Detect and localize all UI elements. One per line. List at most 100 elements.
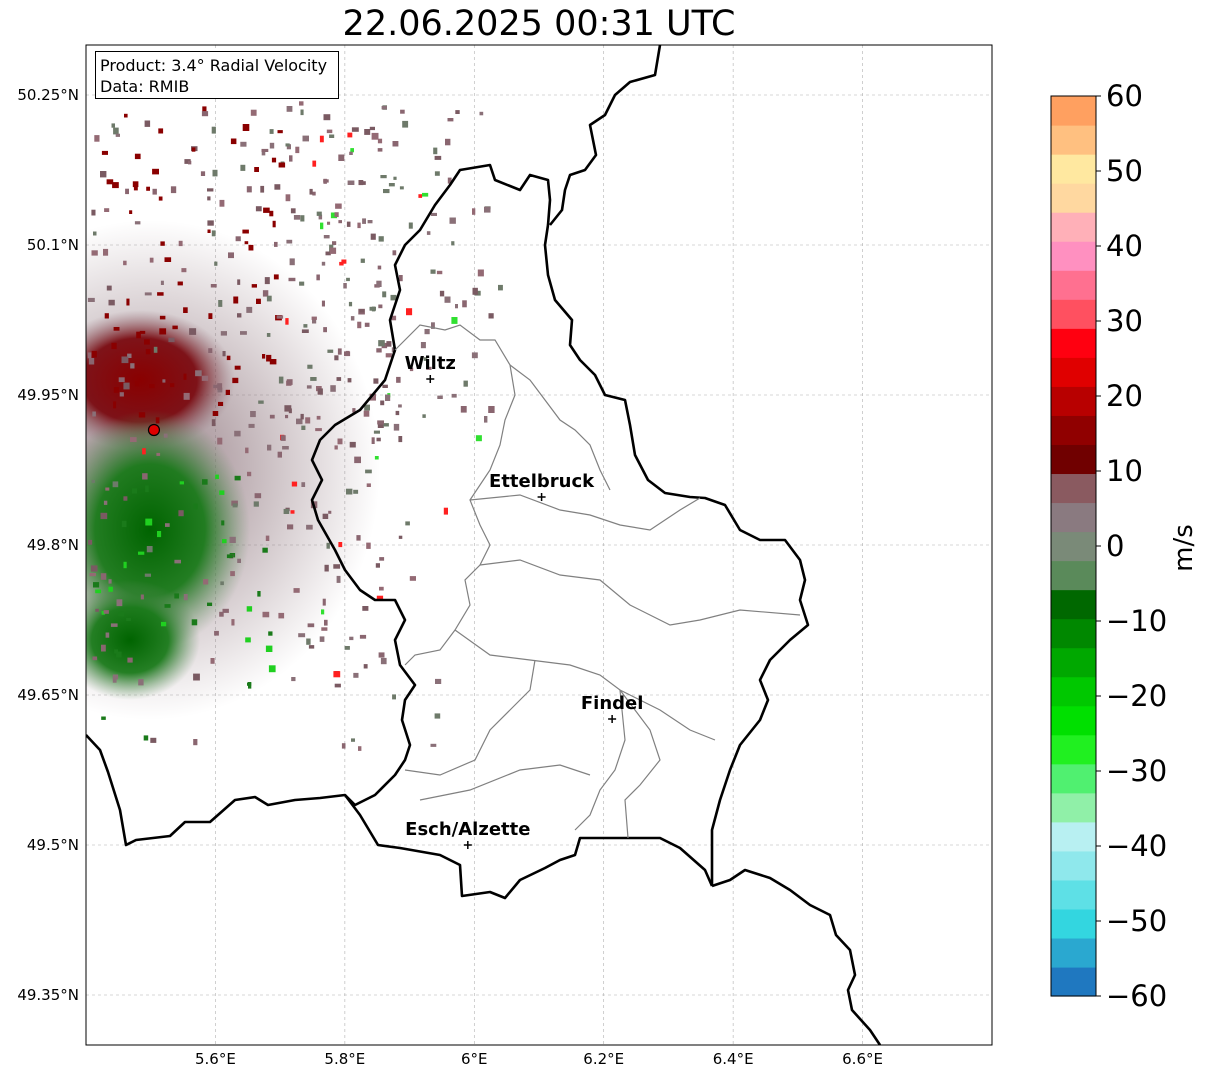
echo-pixel: [307, 623, 315, 628]
echo-pixel: [145, 485, 149, 493]
echo-pixel: [156, 452, 161, 456]
echo-pixel: [188, 160, 192, 165]
echo-pixel: [110, 623, 118, 627]
echo-pixel: [183, 307, 188, 313]
echo-pixel: [362, 606, 369, 611]
echo-pixel: [277, 130, 283, 134]
echo-pixel: [306, 638, 311, 645]
echo-pixel: [341, 743, 346, 749]
echo-pixel: [133, 186, 138, 191]
echo-pixel: [300, 215, 305, 222]
echo-pixel: [130, 363, 135, 369]
echo-pixel: [246, 306, 253, 313]
echo-pixel: [377, 421, 384, 428]
echo-pixel: [155, 417, 160, 424]
echo-pixel: [377, 265, 382, 270]
echo-pixel: [326, 542, 330, 549]
echo-pixel: [451, 241, 455, 246]
echo-pixel: [334, 355, 339, 361]
echo-pixel: [341, 259, 347, 264]
border-belgium-germany: [548, 45, 662, 226]
echo-pixel: [322, 598, 326, 606]
echo-pixel: [144, 339, 150, 345]
echo-pixel: [152, 168, 159, 175]
echo-pixel: [433, 147, 438, 155]
echo-pixel: [125, 188, 129, 195]
echo-pixel: [144, 120, 151, 127]
echo-pixel: [91, 479, 95, 483]
echo-pixel: [254, 167, 259, 172]
echo-pixel: [383, 423, 389, 427]
echo-pixel: [374, 456, 379, 460]
echo-pixel: [103, 248, 109, 256]
echo-pixel: [246, 606, 253, 612]
echo-pixel: [248, 244, 254, 251]
lat-tick-label: 49.35°N: [17, 986, 79, 1004]
echo-pixel: [390, 315, 397, 321]
echo-pixel: [202, 106, 207, 114]
echo-pixel: [213, 384, 220, 389]
map-frame: [85, 44, 993, 1046]
echo-pixel: [262, 611, 270, 618]
echo-pixel: [301, 482, 306, 487]
echo-pixel: [301, 329, 309, 333]
echo-pixel: [353, 672, 359, 678]
echo-pixel: [424, 329, 430, 335]
lat-tick-label: 50.1°N: [26, 236, 79, 254]
echo-pixel: [100, 573, 107, 580]
echo-pixel: [273, 274, 279, 280]
echo-pixel: [399, 186, 404, 190]
echo-pixel: [124, 113, 128, 118]
echo-pixel: [366, 542, 371, 549]
echo-pixel: [208, 348, 213, 353]
echo-pixel: [380, 175, 387, 179]
echo-pixel: [174, 593, 179, 599]
echo-pixel: [400, 109, 405, 114]
echo-pixel: [225, 389, 230, 395]
echo-pixel: [191, 619, 198, 626]
echo-pixel: [244, 241, 249, 245]
echo-pixel: [218, 401, 224, 406]
echo-pixel: [321, 261, 326, 266]
echo-pixel: [291, 481, 298, 487]
echo-pixel: [219, 490, 225, 495]
echo-pixel: [437, 395, 443, 399]
echo-pixel: [116, 599, 123, 607]
echo-pixel: [350, 148, 354, 153]
echo-pixel: [338, 220, 342, 224]
echo-pixel: [303, 324, 308, 328]
echo-pixel: [234, 365, 241, 370]
echo-pixel: [234, 475, 241, 481]
echo-pixel: [253, 501, 259, 507]
echo-pixel: [445, 138, 451, 146]
echo-pixel: [264, 277, 270, 285]
echo-pixel: [329, 134, 335, 138]
lat-tick-label: 50.25°N: [17, 86, 79, 104]
echo-pixel: [121, 520, 127, 528]
echo-pixel: [89, 573, 96, 577]
echo-pixel: [91, 250, 98, 256]
echo-pixel: [327, 349, 334, 353]
echo-speckles: [87, 101, 503, 751]
echo-pixel: [347, 132, 353, 138]
national-borders: [86, 45, 882, 1045]
echo-pixel: [218, 300, 223, 307]
echo-pixel: [319, 135, 324, 143]
echo-pixel: [373, 378, 379, 384]
echo-pixel: [426, 231, 431, 235]
echo-pixel: [311, 316, 317, 320]
echo-pixel: [366, 483, 371, 487]
echo-pixel: [371, 132, 379, 140]
echo-pixel: [347, 180, 355, 185]
echo-pixel: [177, 281, 183, 286]
echo-pixel: [305, 417, 311, 424]
echo-pixel: [430, 212, 437, 216]
echo-pixel: [160, 280, 164, 285]
colorbar-tick-label: 60: [1106, 79, 1143, 113]
echo-pixel: [235, 236, 241, 242]
echo-pixel: [386, 341, 392, 347]
echo-pixel: [138, 679, 144, 686]
echo-pixel: [237, 558, 241, 563]
echo-pixel: [346, 221, 351, 227]
echo-pixel: [439, 290, 445, 297]
